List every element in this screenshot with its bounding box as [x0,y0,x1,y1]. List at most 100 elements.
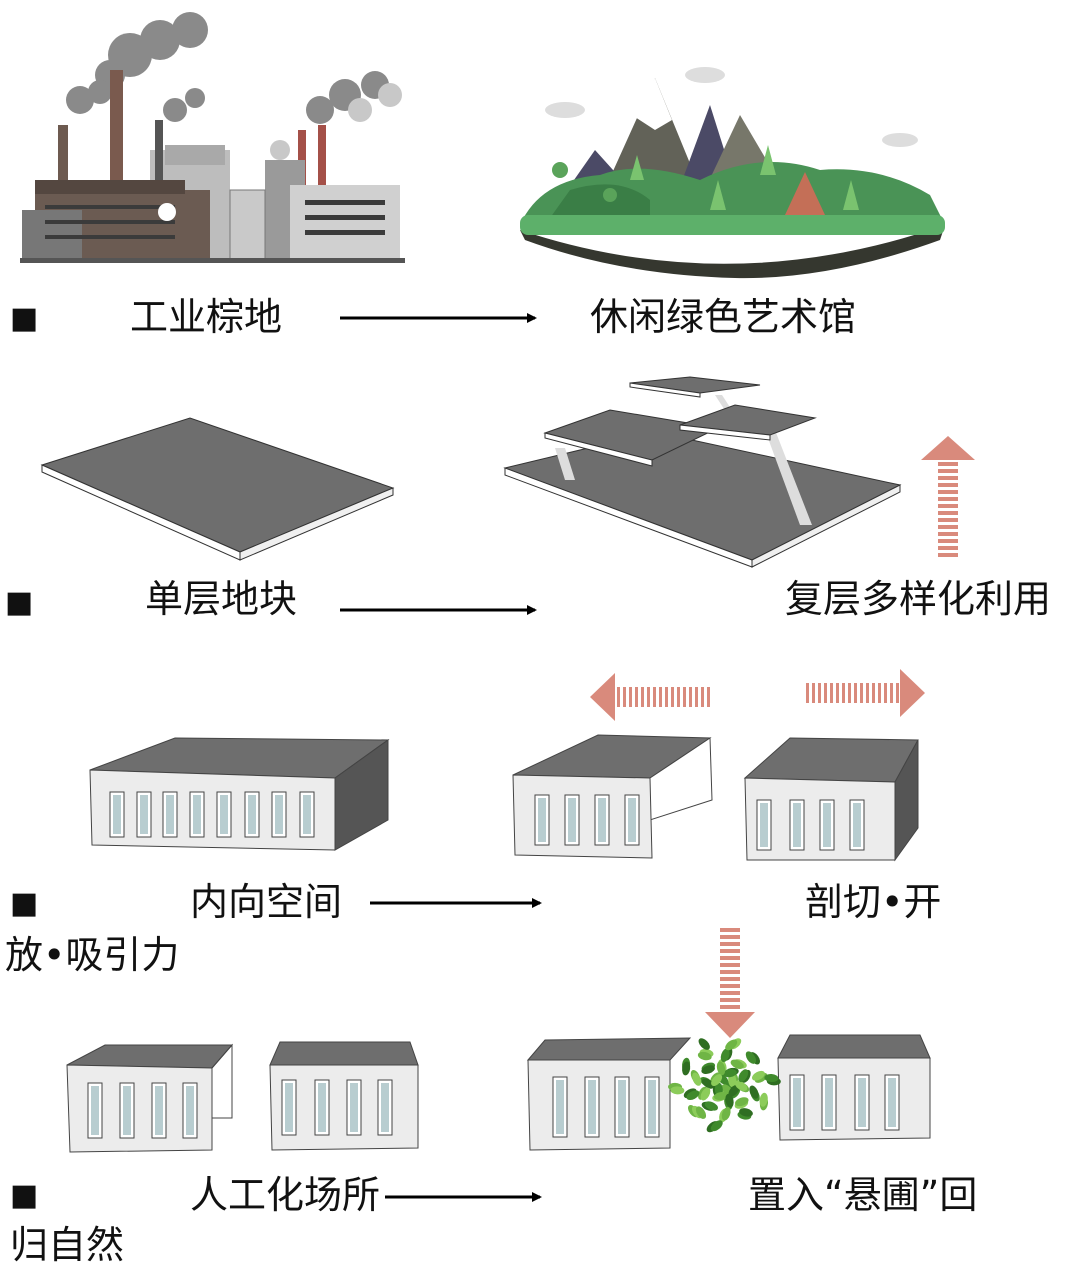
greenery [668,1038,781,1133]
leaf [716,1061,726,1076]
leaf [738,1069,749,1083]
window-glass [888,1078,896,1127]
leaf [697,1051,712,1061]
leaf [734,1080,748,1091]
window-glass [318,1083,326,1132]
arrow-stripe [878,683,881,703]
arrow-stripe [938,476,958,480]
leaf [698,1038,710,1050]
leaf [670,1086,685,1095]
leaf [725,1093,734,1108]
landscape-illustration [520,67,945,279]
window-glass [628,798,636,842]
arrow-stripe [683,687,686,707]
arrow-stripe [860,683,863,703]
window-glass [186,1086,194,1135]
arrow-stripe [720,984,740,988]
arrow-stripe [938,469,958,473]
to-label-cont: 归自然 [10,1223,124,1266]
leaf [701,1078,715,1089]
arrow-stripe [720,998,740,1002]
window-glass [248,795,256,834]
window-glass [381,1083,389,1132]
from-label: 人工化场所 [190,1173,380,1217]
leaf [730,1059,744,1070]
leaf [704,1101,718,1111]
transform-arrows [340,313,542,1202]
leaf [739,1108,753,1117]
arrow-stripe [938,525,958,529]
window-glass [285,1083,293,1132]
leaf [686,1090,700,1101]
arrow-stripe [677,687,680,707]
leaf [711,1074,723,1086]
window-glass [793,1078,801,1127]
leaf [759,1092,768,1107]
arrow-stripe [830,683,833,703]
leaf [700,1087,711,1101]
single-slab [40,417,395,561]
arrow-stripe [641,687,644,707]
to-label: 剖切•开 [805,880,941,924]
arrow-stripe [872,683,875,703]
window-glass [275,795,283,834]
leaf [720,1048,730,1063]
arrow-stripe [671,687,674,707]
arrow-stripe [701,687,704,707]
window-glass [793,803,801,847]
arrow-stripe [617,687,620,707]
leaf [725,1039,738,1051]
leaf [710,1120,723,1132]
arrow-stripe [938,553,958,557]
from-label: 内向空间 [190,880,342,924]
bullet: ■ [10,301,38,336]
window-glass [648,1080,656,1134]
from-label: 单层地块 [145,577,297,621]
arrow-stripe [720,963,740,967]
arrow-stripe [720,1005,740,1009]
window-glass [858,1078,866,1127]
enclosed-building [89,737,390,851]
window-glass [303,795,311,834]
to-label: 休闲绿色艺术馆 [590,295,856,339]
window-glass [220,795,228,834]
leaf [721,1107,731,1121]
arrow-stripe [812,683,815,703]
arrow-stripe [695,687,698,707]
arrow-stripe [842,683,845,703]
leaf [752,1070,765,1081]
arrow-stripe [938,504,958,508]
arrow-stripe [653,687,656,707]
side-arrows [590,669,925,721]
arrow-stripe [720,970,740,974]
arrow-stripe [938,462,958,466]
window-glass [350,1083,358,1132]
window-glass [598,798,606,842]
arrow-stripe [938,532,958,536]
leaf [735,1097,749,1107]
window-glass [538,798,546,842]
leaf [714,1092,728,1101]
leaf [692,1072,702,1086]
arrow-stripe [824,683,827,703]
window-glass [166,795,174,834]
arrow-stripe [720,928,740,932]
label-overlap [390,1170,420,1192]
arrow-stripe [720,956,740,960]
bullet: ■ [10,1178,38,1213]
window-glass [91,1086,99,1135]
window-glass [556,1080,564,1134]
arrow-stripe [938,497,958,501]
arrow-stripe [848,683,851,703]
window-glass [618,1080,626,1134]
arrow-stripe [818,683,821,703]
window-glass [155,1086,163,1135]
arrow-stripe [623,687,626,707]
leaf [695,1106,707,1119]
leaf [749,1085,759,1099]
arrow-stripe [806,683,809,703]
arrow-stripe [896,683,899,703]
window-glass [588,1080,596,1134]
arrow-stripe [665,687,668,707]
to-label: 置入“悬圃”回 [748,1173,977,1217]
